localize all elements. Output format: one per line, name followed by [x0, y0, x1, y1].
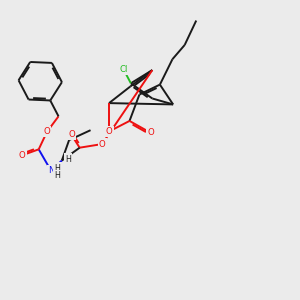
Text: O: O [19, 151, 26, 160]
Text: O: O [68, 130, 75, 139]
Text: H: H [65, 154, 71, 164]
Text: H: H [55, 164, 60, 172]
Text: O: O [106, 127, 112, 136]
Text: H: H [55, 171, 60, 180]
Text: O: O [99, 140, 106, 148]
Text: O: O [44, 127, 50, 136]
Text: Cl: Cl [119, 65, 128, 74]
Text: O: O [147, 128, 154, 137]
Text: N: N [48, 166, 54, 175]
